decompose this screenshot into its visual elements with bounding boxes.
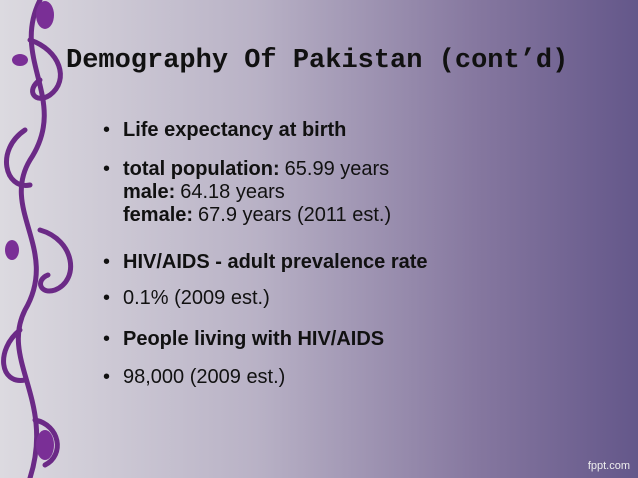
bold-text: HIV/AIDS - adult prevalence rate (123, 251, 428, 273)
bullet-line: 0.1% (2009 est.) (123, 287, 270, 310)
bullet: People living with HIV/AIDS (103, 328, 389, 351)
text: 65.99 years (284, 158, 390, 180)
text: 64.18 years (180, 181, 285, 203)
bold-text: female: (123, 204, 194, 226)
bold-text: Life expectancy at birth (123, 119, 347, 141)
bullet-line: HIV/AIDS - adult prevalence rate (123, 251, 433, 274)
bullet-line: People living with HIV/AIDS (123, 328, 389, 351)
bold-text: male: (123, 181, 176, 203)
bullet-line: male: 64.18 years (123, 181, 391, 204)
text: 67.9 years (2011 est.) (198, 204, 392, 226)
bullet-line: total population:65.99 years (123, 158, 391, 181)
bold-text: People living with HIV/AIDS (123, 328, 385, 350)
decoration (1, 0, 73, 478)
text: 0.1% (2009 est.) (123, 287, 270, 309)
slide-title: Demography Of Pakistan (cont’d) (66, 46, 569, 76)
bullet-line: 98,000 (2009 est.) (123, 366, 285, 389)
bold-text: total population: (123, 158, 280, 180)
bullet-line: female: 67.9 years (2011 est.) (123, 204, 391, 227)
bullet: HIV/AIDS - adult prevalence rate (103, 251, 433, 274)
bullet: 0.1% (2009 est.) (103, 287, 270, 310)
bullet: Life expectancy at birth (103, 119, 351, 142)
bullet: 98,000 (2009 est.) (103, 366, 285, 389)
text: 98,000 (2009 est.) (123, 366, 286, 388)
watermark: fppt.com (587, 460, 630, 472)
bullet-line: Life expectancy at birth (123, 119, 351, 142)
